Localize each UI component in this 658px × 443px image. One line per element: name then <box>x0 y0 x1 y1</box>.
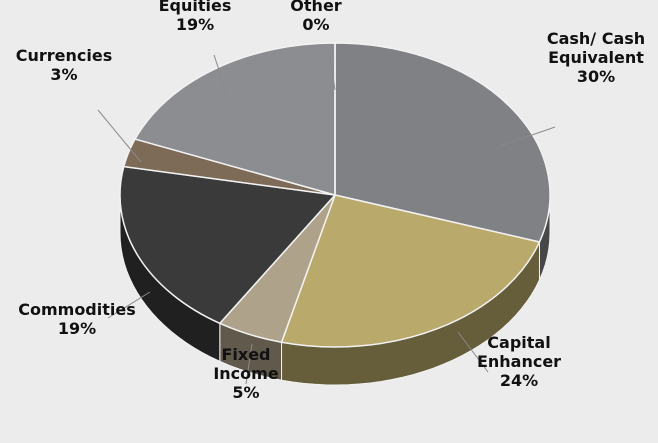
data-label-4: Currencies 3% <box>16 46 113 84</box>
slice-percent-3: 19% <box>58 319 96 338</box>
slice-name-2: Fixed <box>221 345 270 364</box>
data-label-2: Fixed Income 5% <box>213 345 278 402</box>
slice-name-0: Equivalent <box>548 48 644 67</box>
data-label-0: Cash/ Cash Equivalent 30% <box>547 29 645 86</box>
data-label-5: Equities 19% <box>159 0 232 34</box>
slice-name-0: Cash/ Cash <box>547 29 645 48</box>
slice-name-2: Income <box>213 364 278 383</box>
slice-name-4: Currencies <box>16 46 113 65</box>
slice-percent-0: 30% <box>577 67 615 86</box>
leader-line-4 <box>98 110 141 162</box>
slice-percent-2: 5% <box>232 383 259 402</box>
data-label-3: Commodities 19% <box>18 300 136 338</box>
slice-name-3: Commodities <box>18 300 136 319</box>
slice-name-6: Other <box>290 0 341 15</box>
slice-name-1: Enhancer <box>477 352 561 371</box>
slice-percent-4: 3% <box>50 65 77 84</box>
slice-percent-5: 19% <box>176 15 214 34</box>
slice-name-5: Equities <box>159 0 232 15</box>
data-label-6: Other 0% <box>290 0 341 34</box>
slice-percent-1: 24% <box>500 371 538 390</box>
slice-percent-6: 0% <box>302 15 329 34</box>
data-label-1: Capital Enhancer 24% <box>477 333 561 390</box>
slice-name-1: Capital <box>487 333 550 352</box>
